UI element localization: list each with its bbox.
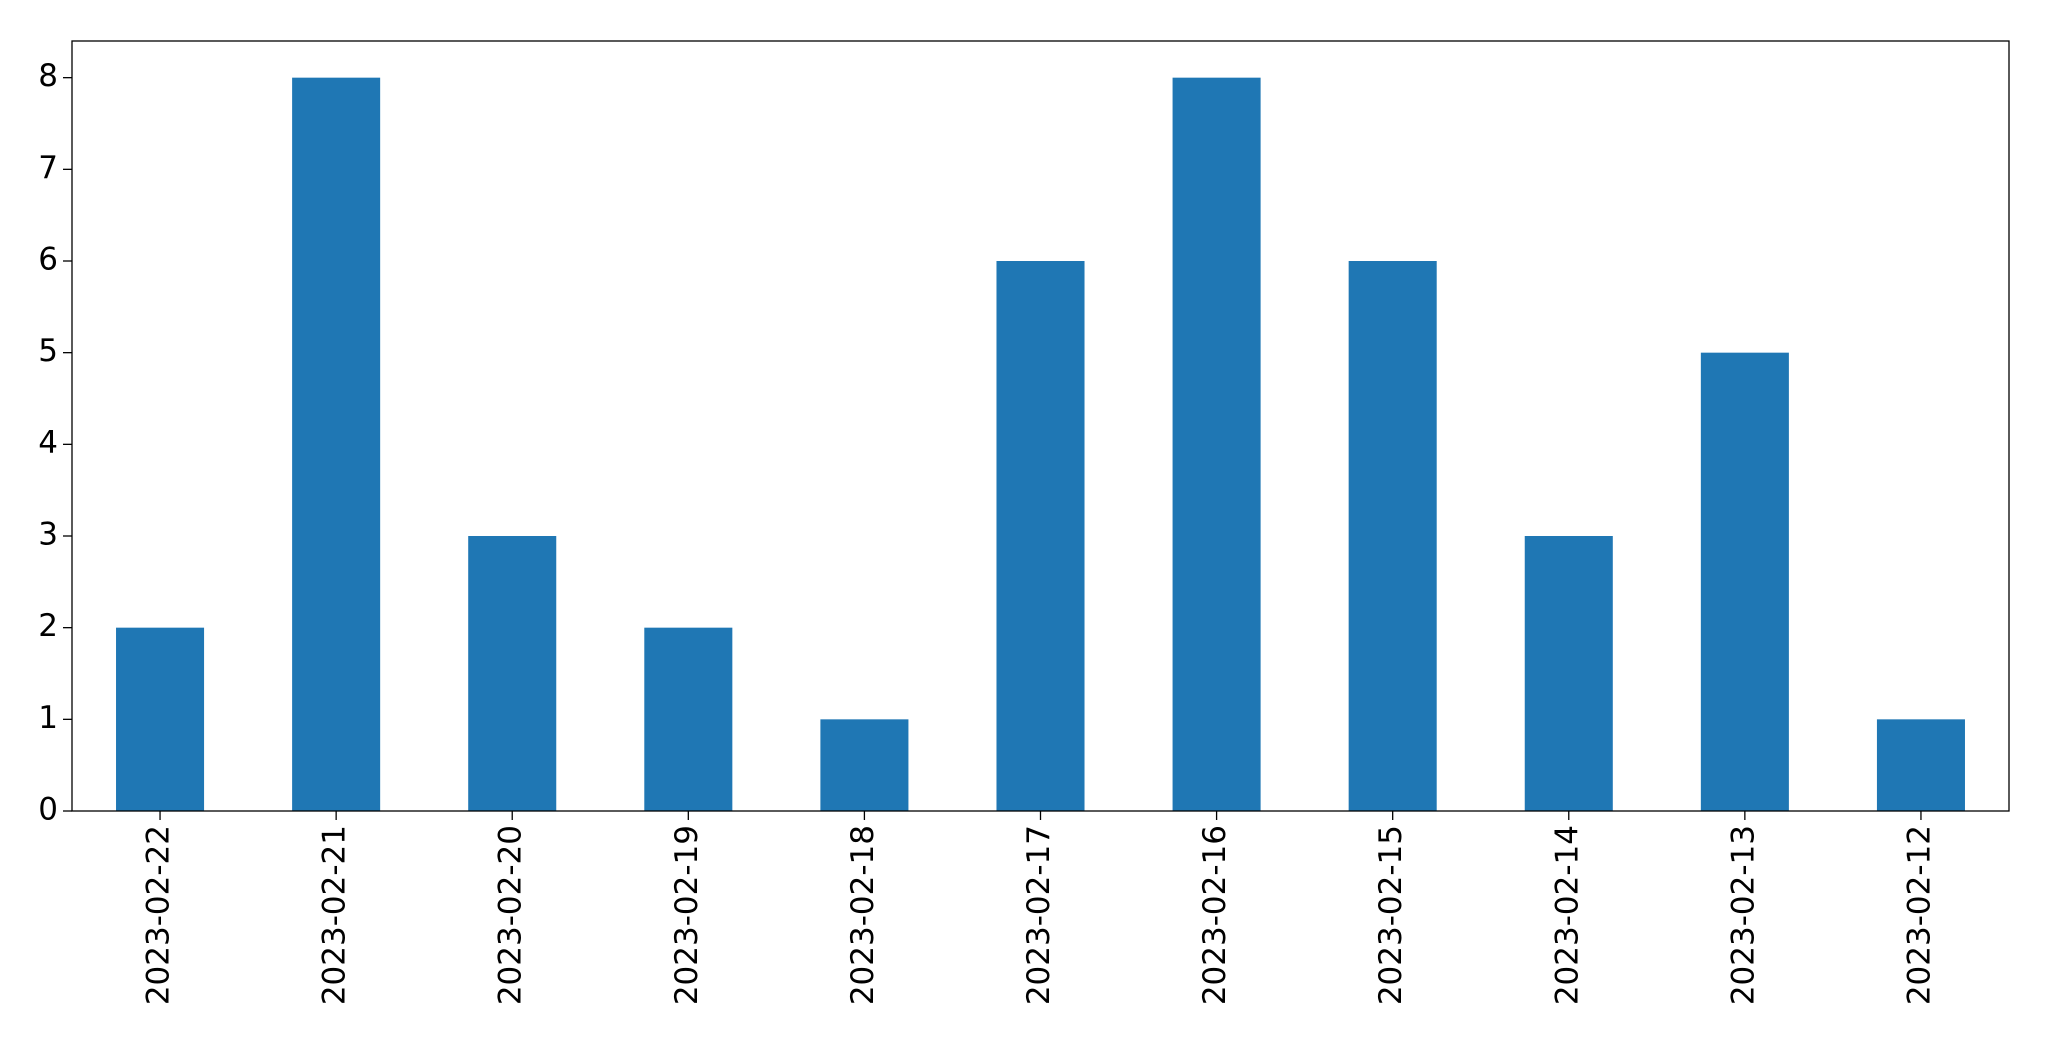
- bar: [1524, 536, 1613, 811]
- x-tick-label: 2023-02-18: [845, 825, 881, 1005]
- y-tick-label: 4: [38, 425, 58, 461]
- bar: [468, 536, 557, 811]
- bar: [1700, 352, 1789, 811]
- x-tick-label: 2023-02-14: [1549, 825, 1585, 1005]
- y-tick-label: 1: [38, 700, 58, 736]
- bar: [820, 719, 909, 811]
- bar: [1348, 261, 1437, 811]
- bar: [996, 261, 1085, 811]
- x-tick-label: 2023-02-13: [1725, 825, 1761, 1005]
- bar: [644, 627, 733, 811]
- x-tick-label: 2023-02-22: [141, 825, 177, 1005]
- x-tick-label: 2023-02-12: [1901, 825, 1937, 1005]
- x-tick-label: 2023-02-19: [669, 825, 705, 1005]
- x-tick-label: 2023-02-15: [1373, 825, 1409, 1005]
- x-tick-label: 2023-02-21: [317, 825, 353, 1005]
- bar: [116, 627, 205, 811]
- bar: [1172, 77, 1261, 811]
- y-tick-label: 7: [38, 150, 58, 186]
- bar: [1876, 719, 1965, 811]
- x-tick-label: 2023-02-16: [1197, 825, 1233, 1005]
- plot-frame: [71, 40, 2010, 812]
- y-tick-label: 0: [38, 792, 58, 828]
- y-tick-label: 6: [38, 242, 58, 278]
- bar: [292, 77, 381, 811]
- x-tick-label: 2023-02-17: [1021, 825, 1057, 1005]
- y-tick-label: 3: [38, 517, 58, 553]
- y-tick-label: 5: [38, 333, 58, 369]
- y-tick-label: 2: [38, 608, 58, 644]
- x-tick-label: 2023-02-20: [493, 825, 529, 1005]
- y-tick-label: 8: [38, 58, 58, 94]
